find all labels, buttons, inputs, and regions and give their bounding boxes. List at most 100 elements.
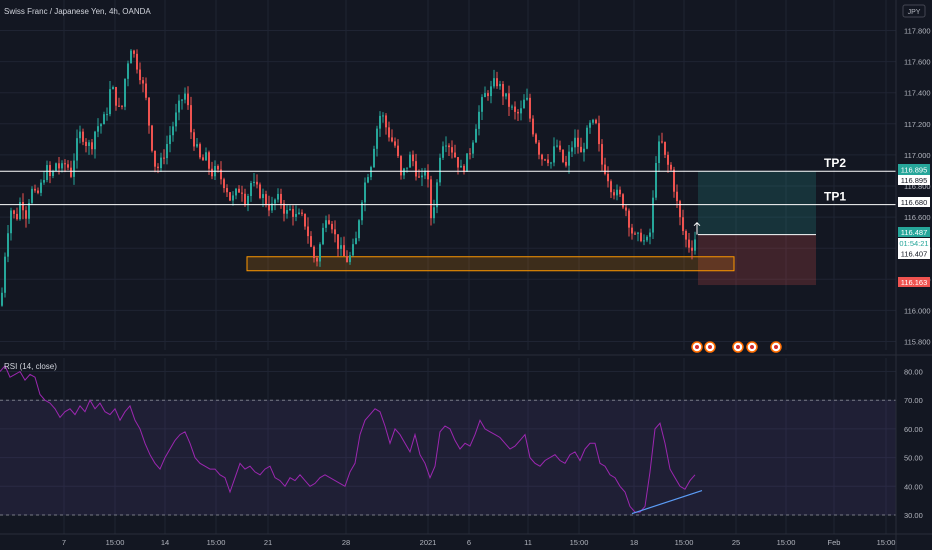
candle-body xyxy=(670,164,672,170)
candle-body xyxy=(118,105,120,107)
candle-body xyxy=(685,231,687,240)
price-tick-label: 116.800 xyxy=(904,182,931,191)
candle-body xyxy=(205,152,207,161)
candle-body xyxy=(322,227,324,245)
candle-body xyxy=(583,148,585,153)
tp2-price-value: 116.895 xyxy=(901,166,928,175)
symbol-title[interactable]: Swiss Franc / Japanese Yen, 4h, OANDA xyxy=(4,7,151,16)
candle-body xyxy=(442,146,444,158)
candle-body xyxy=(40,182,42,193)
time-tick-label: 14 xyxy=(161,538,169,547)
candle-body xyxy=(175,112,177,127)
tp2-annotation: TP2 xyxy=(824,156,846,170)
tp2-line-value: 116.895 xyxy=(901,176,928,185)
candle-body xyxy=(49,165,51,177)
event-marker-icon[interactable] xyxy=(704,341,716,353)
event-marker-icon[interactable] xyxy=(691,341,703,353)
candle-body xyxy=(301,212,303,214)
price-tick-label: 115.800 xyxy=(904,338,931,347)
long-position-stop-area[interactable] xyxy=(698,234,816,286)
candle-body xyxy=(193,132,195,147)
candle-body xyxy=(154,150,156,167)
candle-body xyxy=(265,194,267,205)
event-marker-icon[interactable] xyxy=(732,341,744,353)
candle-body xyxy=(325,220,327,228)
candle-body xyxy=(385,115,387,128)
rsi-title[interactable]: RSI (14, close) xyxy=(4,362,57,371)
candle-body xyxy=(202,157,204,161)
candlestick-series xyxy=(1,49,696,307)
candle-body xyxy=(607,173,609,182)
candle-body xyxy=(52,171,54,177)
candle-body xyxy=(574,137,576,148)
candle-body xyxy=(652,197,654,233)
candle-body xyxy=(340,245,342,249)
candle-body xyxy=(499,84,501,87)
event-marker-icon[interactable] xyxy=(770,341,782,353)
candle-body xyxy=(571,147,573,152)
time-axis[interactable]: 7 15:00 14 15:00 21 28 2021 6 11 15:00 18 15:00 25 15… xyxy=(62,538,895,547)
candle-body xyxy=(604,164,606,174)
rsi-tick-label: 30.00 xyxy=(904,511,923,520)
rsi-tick-label: 70.00 xyxy=(904,396,923,405)
candle-body xyxy=(286,210,288,214)
rsi-grid xyxy=(0,358,896,534)
candle-body xyxy=(232,195,234,201)
currency-label: JPY xyxy=(908,9,921,16)
time-tick-label: 15:00 xyxy=(877,538,896,547)
candle-body xyxy=(568,151,570,166)
candle-body xyxy=(496,78,498,87)
candle-body xyxy=(256,181,258,185)
candle-body xyxy=(643,240,645,242)
candle-body xyxy=(46,165,48,181)
event-marker-icon[interactable] xyxy=(746,341,758,353)
candle-body xyxy=(328,220,330,224)
candle-body xyxy=(388,127,390,138)
time-tick-label: 11 xyxy=(524,538,532,547)
candle-body xyxy=(247,196,249,205)
candle-body xyxy=(169,135,171,145)
candle-body xyxy=(166,144,168,159)
candle-body xyxy=(469,153,471,155)
candle-body xyxy=(334,229,336,235)
candle-body xyxy=(559,145,561,150)
candle-body xyxy=(244,193,246,205)
candle-body xyxy=(649,232,651,237)
candle-body xyxy=(556,145,558,147)
currency-button[interactable]: JPY xyxy=(902,4,926,18)
rsi-divergence-trendline[interactable] xyxy=(631,490,703,515)
event-markers[interactable] xyxy=(691,341,782,353)
candle-body xyxy=(631,227,633,234)
cursor-arrow-icon xyxy=(693,221,701,235)
candle-body xyxy=(562,149,564,162)
candle-body xyxy=(478,111,480,129)
candle-body xyxy=(37,190,39,193)
candle-body xyxy=(691,247,693,251)
candle-body xyxy=(190,105,192,133)
candle-body xyxy=(67,164,69,168)
candle-body xyxy=(331,223,333,230)
candle-body xyxy=(229,192,231,201)
support-zone-rectangle[interactable] xyxy=(246,256,735,272)
candle-body xyxy=(580,146,582,153)
candle-body xyxy=(103,114,105,125)
candle-body xyxy=(367,177,369,183)
tp1-price-badge: 116.680 xyxy=(898,197,930,207)
candle-body xyxy=(133,50,135,54)
long-position-target-area[interactable] xyxy=(698,171,816,235)
time-tick-label: Feb xyxy=(828,538,841,547)
candle-body xyxy=(58,163,60,169)
rsi-axis[interactable]: 80.00 70.00 60.00 50.00 40.00 30.00 xyxy=(904,368,923,521)
candle-body xyxy=(490,86,492,97)
candle-body xyxy=(541,154,543,160)
candle-body xyxy=(121,105,123,107)
candle-body xyxy=(13,210,15,214)
candle-body xyxy=(151,125,153,151)
candle-body xyxy=(283,203,285,214)
candle-body xyxy=(586,127,588,149)
candle-body xyxy=(7,233,9,257)
candle-body xyxy=(538,142,540,155)
candle-body xyxy=(364,182,366,203)
candle-body xyxy=(70,167,72,177)
